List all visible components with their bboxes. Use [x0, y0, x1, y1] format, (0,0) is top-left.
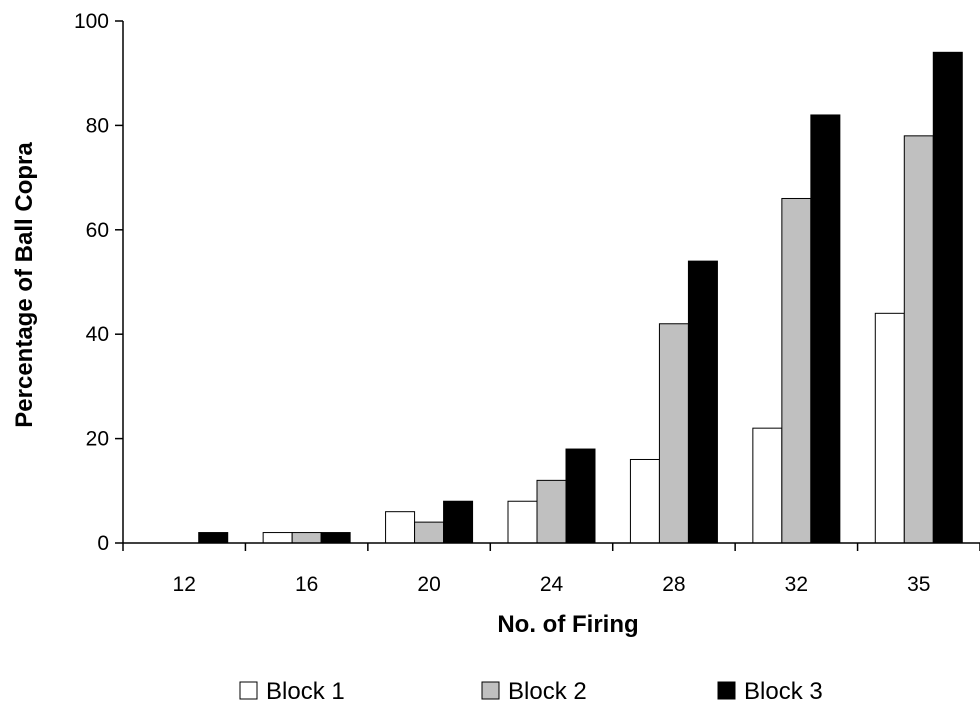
legend-swatch	[717, 681, 736, 700]
bar-block-3-24	[565, 448, 596, 544]
bar-block-3-32	[810, 114, 841, 544]
y-axis-title: Percentage of Ball Copra	[11, 142, 38, 428]
bar-block-3-35	[932, 51, 963, 544]
legend-swatch	[481, 681, 500, 700]
y-tick-label: 0	[97, 532, 109, 555]
bar-block-2-24	[536, 479, 567, 544]
bar-block-3-12	[198, 532, 229, 544]
bar-block-1-20	[385, 511, 416, 544]
y-ticks-group: 0 20 40 60 80 100	[74, 10, 123, 555]
x-tick-label: 24	[540, 573, 564, 596]
legend-label: Block 2	[508, 678, 587, 705]
y-tick-label: 40	[86, 323, 109, 346]
bar-block-2-28	[658, 323, 689, 544]
legend-label: Block 1	[266, 678, 345, 705]
x-tick-label: 28	[662, 573, 685, 596]
bar-block-1-28	[629, 458, 660, 544]
bar-block-2-35	[903, 135, 934, 544]
y-tick-label: 100	[74, 10, 109, 33]
x-ticks-group: 12 16 20 24 28 32 35	[122, 543, 980, 596]
x-tick-label: 35	[907, 573, 930, 596]
x-tick-label: 32	[785, 573, 808, 596]
bar-block-2-32	[781, 197, 812, 544]
bar-block-2-20	[414, 521, 445, 544]
x-tick-label: 12	[173, 573, 196, 596]
bar-block-1-24	[507, 500, 538, 544]
x-axis-title: No. of Firing	[497, 611, 638, 638]
legend-swatch	[239, 681, 258, 700]
bar-block-1-35	[874, 312, 905, 544]
bar-block-1-16	[262, 532, 293, 544]
bars-group	[198, 51, 963, 544]
bar-block-3-20	[443, 500, 474, 544]
y-tick-label: 80	[86, 114, 109, 137]
x-tick-label: 16	[295, 573, 318, 596]
x-tick-label: 20	[417, 573, 440, 596]
bar-block-3-16	[320, 532, 351, 544]
bar-block-2-16	[291, 532, 322, 544]
bar-block-3-28	[687, 260, 718, 544]
y-tick-label: 60	[86, 219, 109, 242]
y-tick-label: 20	[86, 428, 109, 451]
legend: Block 1 Block 2 Block 3	[239, 678, 823, 705]
bar-block-1-32	[752, 427, 783, 544]
legend-label: Block 3	[744, 678, 823, 705]
